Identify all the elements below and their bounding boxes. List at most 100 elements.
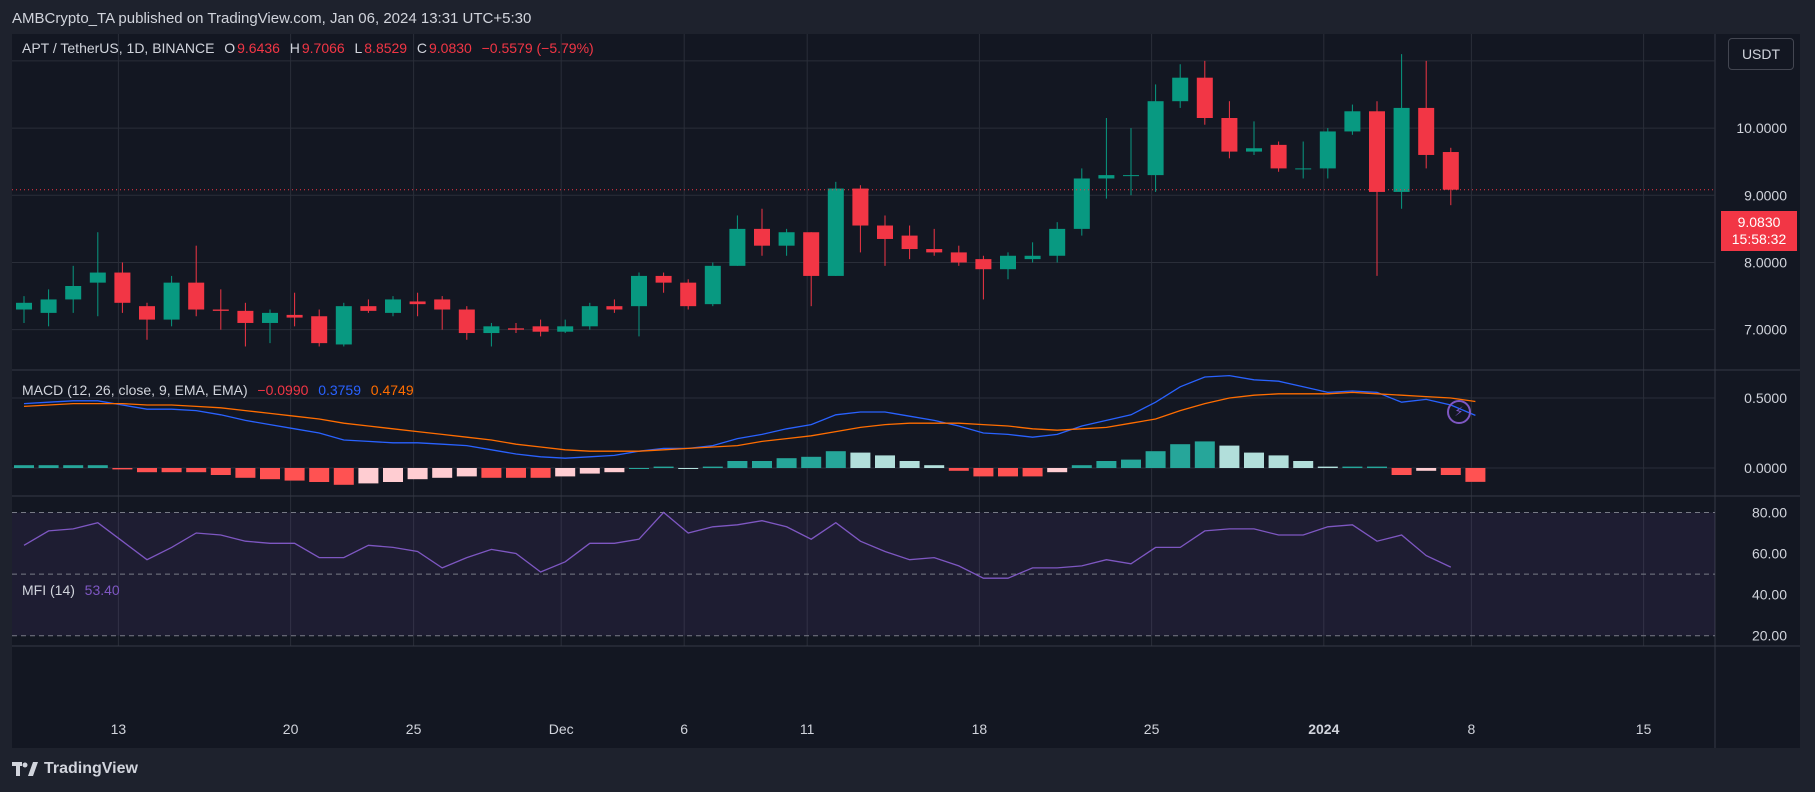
- open-label: O: [224, 40, 236, 56]
- candle-body: [655, 275, 672, 283]
- macd-histogram-bar: [1293, 461, 1314, 468]
- x-tick-label: 25: [406, 721, 422, 737]
- macd-histogram-bar: [383, 468, 403, 482]
- macd-histogram-bar: [260, 468, 280, 480]
- candle-body: [1098, 175, 1115, 179]
- macd-histogram-bar: [456, 468, 477, 477]
- macd-histogram-bar: [801, 456, 822, 468]
- macd-histogram-bar: [998, 468, 1018, 477]
- macd-histogram-bar: [973, 468, 994, 477]
- mfi-tick-label: 60.00: [1752, 546, 1787, 562]
- macd-legend-label: MACD (12, 26, close, 9, EMA, EMA): [22, 382, 248, 398]
- candle-body: [606, 306, 623, 310]
- macd-histogram-bar: [1022, 468, 1043, 477]
- tradingview-logo[interactable]: TradingView: [12, 760, 138, 778]
- mfi-legend-label: MFI (14): [22, 582, 75, 598]
- macd-histogram-bar: [1416, 468, 1437, 471]
- macd-histogram-bar: [702, 466, 723, 468]
- candle-body: [1221, 118, 1238, 152]
- candle-body: [163, 282, 180, 320]
- footer-brand: TradingView: [44, 760, 138, 777]
- candle-body: [581, 306, 598, 327]
- macd-histogram-bar: [555, 468, 576, 477]
- macd-histogram-bar: [1096, 461, 1117, 468]
- candle-body: [877, 225, 893, 239]
- macd-tick-label: 0.0000: [1744, 460, 1787, 476]
- candle-body: [1196, 77, 1213, 118]
- macd-histogram-bar: [1465, 468, 1486, 482]
- macd-histogram-bar: [1244, 452, 1264, 468]
- lightning-icon[interactable]: ⚡: [1447, 400, 1471, 424]
- macd-histogram-bar: [186, 468, 207, 473]
- x-tick-label: 18: [972, 721, 988, 737]
- last-price-label: 9.0830 15:58:32: [1721, 211, 1797, 251]
- macd-legend: MACD (12, 26, close, 9, EMA, EMA) −0.099…: [22, 382, 416, 398]
- macd-histogram-bar: [1391, 468, 1412, 475]
- candle-body: [729, 228, 746, 266]
- candle-body: [852, 188, 869, 226]
- chart-canvas[interactable]: 13 20 25 Dec 6 11 18 25 2024 8 15 7.0000 8.0000 9.000…: [12, 34, 1800, 748]
- currency-button[interactable]: USDT: [1728, 38, 1794, 70]
- macd-histogram-bar: [1342, 466, 1363, 468]
- candle-body: [434, 299, 451, 310]
- macd-histogram-bar: [1145, 451, 1166, 468]
- signal-line: [23, 391, 1476, 452]
- candle-body: [409, 301, 426, 305]
- macd-line-value: 0.3759: [318, 382, 362, 398]
- candle-body: [335, 306, 352, 345]
- candle-body: [1442, 152, 1459, 190]
- macd-histogram-bar: [112, 468, 133, 470]
- mfi-line: [23, 511, 1452, 579]
- x-tick-label: 13: [111, 721, 127, 737]
- macd-histogram-bar: [1268, 455, 1289, 468]
- candle-body: [40, 299, 57, 313]
- chart-frame[interactable]: 13 20 25 Dec 6 11 18 25 2024 8 15 7.0000 8.0000 9.000…: [12, 34, 1800, 748]
- candle-body: [139, 306, 155, 320]
- candle-body: [1172, 77, 1189, 102]
- x-tick-label: 20: [283, 721, 299, 737]
- candle-body: [1319, 131, 1336, 169]
- macd-histogram-bar: [1071, 465, 1092, 468]
- mfi-value: 53.40: [84, 582, 120, 598]
- candle-body: [16, 302, 32, 310]
- macd-histogram-bar: [14, 465, 34, 468]
- candle-body: [1049, 228, 1066, 256]
- candle-body: [1147, 101, 1164, 176]
- macd-histogram-bar: [678, 468, 699, 469]
- x-tick-label: 11: [800, 721, 815, 737]
- x-tick-label: 2024: [1308, 721, 1339, 737]
- candle-body: [532, 326, 549, 332]
- close-value: 9.0830: [429, 40, 472, 56]
- candle-body: [1369, 111, 1385, 192]
- bar-countdown: 15:58:32: [1731, 231, 1787, 247]
- macd-histogram-bar: [1121, 459, 1141, 468]
- macd-histogram-bar: [481, 468, 502, 478]
- macd-histogram-bar: [579, 468, 600, 474]
- price-tick-label: 7.0000: [1744, 322, 1787, 338]
- macd-histogram-bar: [210, 468, 231, 475]
- candle-body: [1295, 168, 1312, 170]
- candle-body: [975, 259, 992, 270]
- macd-histogram-bar: [1047, 468, 1068, 473]
- high-label: H: [289, 40, 300, 56]
- tradingview-logo-icon: [12, 762, 38, 776]
- symbol-label: APT / TetherUS, 1D, BINANCE: [22, 40, 215, 56]
- candle-body: [754, 228, 770, 246]
- candle-body: [385, 299, 401, 313]
- macd-histogram-bar: [604, 468, 625, 473]
- candle-body: [778, 232, 795, 246]
- candle-body: [89, 272, 106, 283]
- candle-body: [483, 326, 500, 334]
- macd-histogram-bar: [752, 461, 772, 468]
- candle-body: [237, 310, 254, 323]
- macd-histogram-bar: [875, 455, 895, 468]
- candle-body: [188, 282, 205, 310]
- candle-body: [926, 249, 943, 253]
- price-tick-label: 8.0000: [1744, 254, 1787, 270]
- x-tick-label: 8: [1468, 721, 1476, 737]
- candle-body: [360, 306, 377, 311]
- candle-body: [311, 316, 328, 344]
- mfi-tick-label: 40.00: [1752, 587, 1787, 603]
- macd-tick-label: 0.5000: [1744, 390, 1787, 406]
- macd-histogram-bar: [850, 452, 871, 468]
